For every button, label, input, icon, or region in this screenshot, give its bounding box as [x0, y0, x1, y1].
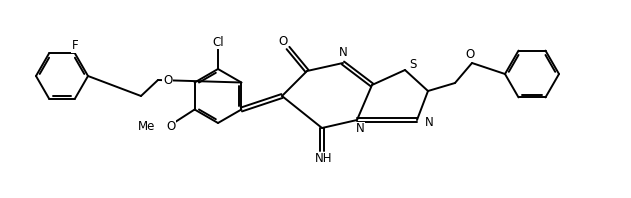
Text: O: O	[163, 73, 172, 87]
Text: Cl: Cl	[212, 35, 224, 49]
Text: N: N	[425, 115, 433, 129]
Text: F: F	[72, 39, 78, 52]
Text: Me: Me	[138, 120, 155, 132]
Text: NH: NH	[316, 152, 333, 166]
Text: N: N	[339, 47, 348, 60]
Text: O: O	[278, 34, 288, 48]
Text: O: O	[466, 49, 475, 62]
Text: S: S	[410, 57, 416, 70]
Text: N: N	[356, 123, 364, 135]
Text: O: O	[167, 120, 175, 132]
